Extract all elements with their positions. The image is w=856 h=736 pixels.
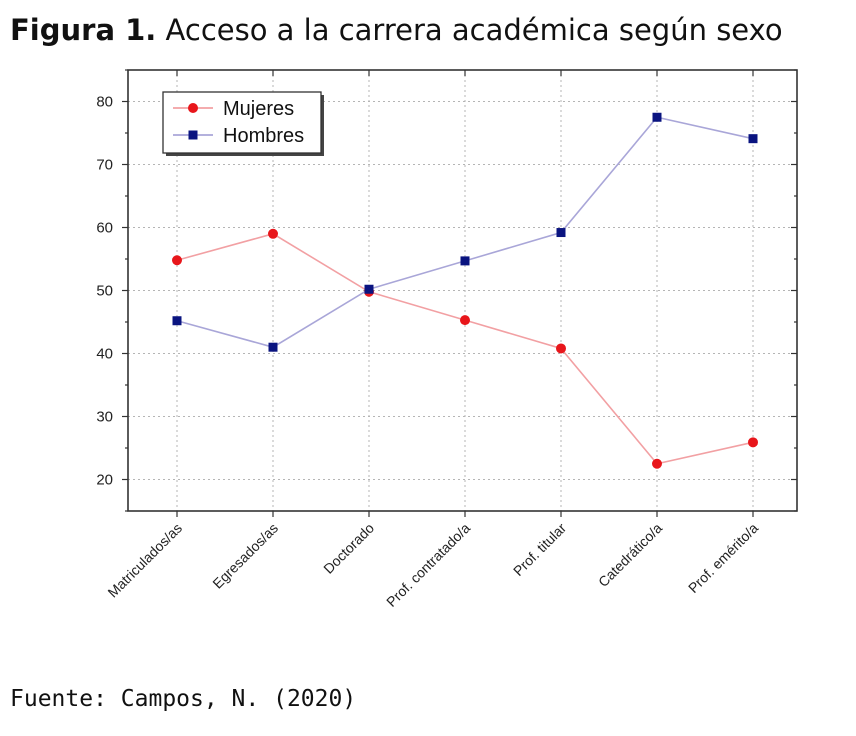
- legend-label-hombres: Hombres: [223, 125, 304, 147]
- figure-source: Fuente: Campos, N. (2020): [10, 686, 357, 712]
- data-point-mujeres: [556, 343, 566, 354]
- y-tick-label: 40: [96, 346, 113, 363]
- y-tick-label: 60: [96, 220, 113, 237]
- legend-label-mujeres: Mujeres: [223, 98, 294, 120]
- data-point-mujeres: [748, 437, 758, 448]
- x-tick-label: Matriculados/as: [104, 520, 185, 601]
- legend-marker-hombres: [188, 130, 198, 140]
- data-point-hombres: [172, 316, 182, 326]
- y-tick-label: 20: [96, 472, 113, 489]
- data-point-hombres: [268, 342, 278, 352]
- figure-title: Figura 1. Acceso a la carrera académica …: [10, 10, 783, 50]
- x-tick-label: Egresados/as: [209, 520, 281, 592]
- figure-title-text: Acceso a la carrera académica según sexo: [165, 13, 783, 47]
- y-tick-label: 50: [96, 283, 113, 300]
- y-tick-label: 70: [96, 157, 113, 174]
- data-point-hombres: [556, 228, 566, 238]
- data-point-mujeres: [268, 228, 278, 239]
- x-tick-label: Prof. titular: [510, 520, 569, 579]
- x-tick-label: Prof. emérito/a: [685, 520, 761, 596]
- x-tick-label: Doctorado: [320, 520, 377, 577]
- data-point-hombres: [460, 256, 470, 266]
- data-point-mujeres: [460, 315, 470, 326]
- data-point-hombres: [748, 134, 758, 144]
- data-point-mujeres: [652, 458, 662, 469]
- y-tick-label: 30: [96, 409, 113, 426]
- x-tick-label: Catedrático/a: [595, 520, 665, 590]
- data-point-mujeres: [172, 255, 182, 266]
- data-point-hombres: [364, 284, 374, 294]
- data-point-hombres: [652, 112, 662, 122]
- figure-label: Figura 1.: [10, 13, 157, 47]
- legend-box: [162, 91, 322, 154]
- legend-marker-mujeres: [188, 103, 198, 113]
- y-tick-label: 80: [96, 94, 113, 111]
- x-tick-label: Prof. contratado/a: [383, 520, 473, 610]
